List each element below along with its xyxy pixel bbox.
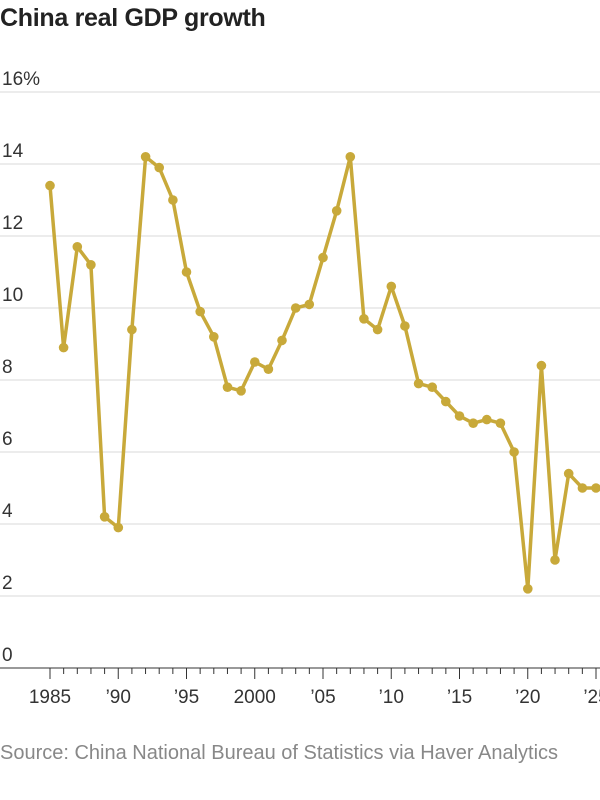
chart-title: China real GDP growth (0, 4, 266, 32)
data-point (413, 378, 424, 389)
data-point (140, 152, 151, 162)
series-layer (45, 152, 600, 594)
data-point (550, 555, 560, 565)
data-point (372, 324, 383, 335)
x-tick-label: ’05 (310, 687, 335, 708)
data-point (236, 386, 246, 396)
data-point (154, 162, 164, 173)
data-point (195, 306, 205, 317)
y-tick-label: 12 (2, 213, 23, 234)
data-point (454, 411, 465, 421)
x-tick-label: ’25 (583, 687, 600, 708)
y-tick-label: 10 (2, 285, 23, 306)
data-point (99, 512, 110, 522)
y-axis-tick-labels: 0 2 4 6 8 10 12 14 16% (2, 69, 40, 666)
y-tick-label: 6 (2, 429, 13, 450)
x-axis: 1985 ’90 ’95 2000 ’05 ’10 ’15 ’20 ’25 (0, 667, 600, 708)
data-point (536, 360, 547, 371)
data-point (509, 447, 519, 457)
data-point (318, 252, 328, 263)
data-point (386, 281, 397, 292)
data-point (331, 206, 342, 216)
data-point (45, 180, 55, 191)
x-tick-label: ’10 (379, 687, 404, 708)
data-point (290, 303, 301, 313)
data-point (72, 242, 83, 252)
data-point (304, 299, 315, 310)
data-point (359, 314, 369, 324)
data-point (250, 357, 260, 367)
data-point (209, 332, 219, 342)
y-tick-label: 4 (2, 501, 13, 522)
data-point (400, 321, 410, 331)
x-tick-label: ’95 (174, 687, 199, 708)
x-tick-label: 1985 (29, 687, 71, 708)
data-point (113, 522, 124, 533)
data-point (441, 396, 451, 407)
data-point (468, 418, 479, 429)
data-point (222, 382, 233, 393)
y-tick-label: 0 (2, 645, 13, 666)
x-tick-label: 2000 (234, 687, 276, 708)
gridlines (0, 91, 600, 597)
data-point (523, 584, 533, 594)
y-tick-label: 2 (2, 573, 13, 594)
data-point (86, 260, 96, 270)
data-point (482, 414, 492, 425)
data-point (577, 483, 588, 493)
data-point (127, 324, 137, 335)
x-tick-label: ’20 (515, 687, 540, 708)
data-point (263, 364, 274, 375)
y-tick-label: 14 (2, 141, 24, 162)
x-tick-label: ’15 (447, 687, 472, 708)
data-point (427, 382, 438, 393)
data-point (345, 152, 356, 162)
data-point (277, 335, 287, 346)
data-point (495, 418, 506, 429)
data-point (591, 483, 600, 493)
data-point (181, 267, 192, 277)
source-note: Source: China National Bureau of Statist… (0, 742, 559, 764)
data-point (58, 342, 69, 353)
data-point (168, 195, 178, 205)
y-tick-label: 16% (2, 69, 40, 90)
x-tick-label: ’90 (106, 687, 131, 708)
data-point (563, 468, 574, 479)
gdp-growth-line-chart: 0 2 4 6 8 10 12 14 16% 1985 ’90 ’95 2000 ’05 ’10 ’15 ’2… (0, 69, 600, 708)
y-tick-label: 8 (2, 357, 13, 378)
